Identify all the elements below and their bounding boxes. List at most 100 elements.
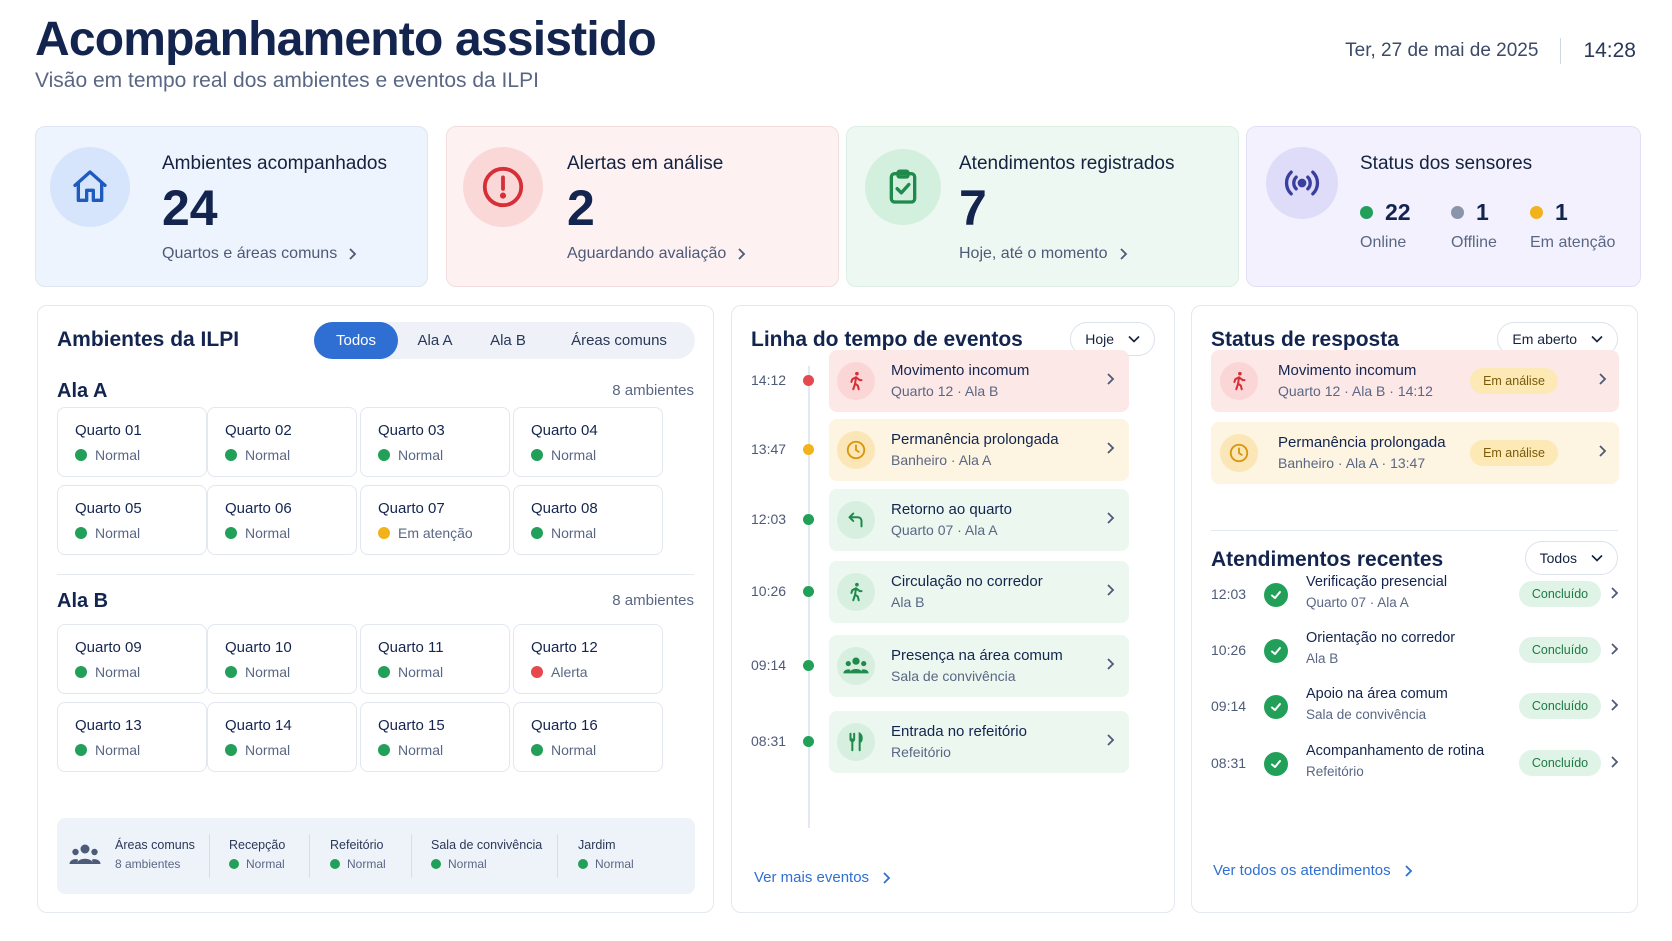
dropdown-value: Em aberto [1512,331,1577,347]
room-status: Em atenção [378,525,473,541]
stat-link[interactable]: Aguardando avaliação [567,245,746,263]
common-area-recepcao[interactable]: Recepção Normal [229,838,285,871]
stat-value: 2 [567,180,595,236]
filter-todos[interactable]: Todos [314,322,398,359]
common-area-jardim[interactable]: Jardim Normal [578,838,634,871]
room-status: Alerta [531,664,588,680]
chevron-right-icon [1599,445,1607,457]
filter-ala-b[interactable]: Ala B [490,332,526,349]
atendimentos-title: Atendimentos recentes [1211,548,1444,571]
status-dot [531,527,543,539]
status-dot [225,744,237,756]
common-areas-bar[interactable]: Áreas comuns 8 ambientes Recepção Normal… [57,818,695,894]
stat-card-sensores[interactable]: Status dos sensores 22 Online 1 Offline … [1246,126,1641,287]
stat-card-alertas[interactable]: Alertas em análise 2 Aguardando avaliaçã… [446,126,839,287]
room-status: Normal [378,664,443,680]
room-card[interactable]: Quarto 10 Normal [207,624,357,694]
timeline-event[interactable]: Circulação no corredor Ala B [829,561,1129,623]
room-name: Quarto 15 [378,717,445,734]
room-status-label: Normal [245,742,291,758]
signal-icon [1266,147,1338,219]
area-name: Refeitório [330,838,384,852]
event-time: 13:47 [751,441,787,457]
clock-icon [1220,434,1258,472]
room-name: Quarto 14 [225,717,292,734]
timeline-event[interactable]: Permanência prolongada Banheiro · Ala A [829,419,1129,481]
room-status-label: Normal [245,664,291,680]
atendimento-time: 12:03 [1211,586,1247,602]
stat-sub: Quartos e áreas comuns [162,245,338,262]
room-card[interactable]: Quarto 13 Normal [57,702,207,772]
common-area-refeitorio[interactable]: Refeitório Normal [330,838,386,871]
response-title: Movimento incomum [1278,362,1417,379]
stat-card-ambientes[interactable]: Ambientes acompanhados 24 Quartos e área… [35,126,428,287]
room-card[interactable]: Quarto 12 Alerta [513,624,663,694]
timeline-dot [803,660,814,671]
status-badge: Concluído [1519,693,1601,719]
room-status-label: Normal [398,664,444,680]
timeline-event[interactable]: Presença na área comum Sala de convivênc… [829,635,1129,697]
room-card[interactable]: Quarto 01 Normal [57,407,207,477]
room-card[interactable]: Quarto 14 Normal [207,702,357,772]
response-item[interactable]: Movimento incomum Quarto 12 · Ala B · 14… [1211,350,1619,412]
room-card[interactable]: Quarto 08 Normal [513,485,663,555]
atendimento-sub: Ala B [1306,651,1339,666]
common-areas-summary: Áreas comuns 8 ambientes [115,838,195,871]
status-dot [1530,206,1543,219]
stat-card-atendimentos[interactable]: Atendimentos registrados 7 Hoje, até o m… [846,126,1239,287]
sensor-online: 22 Online [1360,199,1411,252]
room-name: Quarto 13 [75,717,142,734]
event-time: 08:31 [751,733,787,749]
common-area-sala-convivencia[interactable]: Sala de convivência Normal [431,838,542,871]
stat-link[interactable]: Hoje, até o momento [959,245,1128,263]
status-dot [378,449,390,461]
return-arrow-icon [837,501,875,539]
sensor-value: 1 [1555,199,1568,225]
dropdown-value: Hoje [1085,331,1114,347]
room-card[interactable]: Quarto 04 Normal [513,407,663,477]
timeline-event[interactable]: Movimento incomum Quarto 12 · Ala B [829,350,1129,412]
room-card[interactable]: Quarto 05 Normal [57,485,207,555]
check-circle-icon [1264,752,1288,776]
area-status: Normal [246,857,285,871]
timeline-event[interactable]: Entrada no refeitório Refeitório [829,711,1129,773]
filter-areas-comuns[interactable]: Áreas comuns [571,332,667,349]
stat-sub: Aguardando avaliação [567,245,727,262]
chevron-right-icon [1611,699,1619,711]
room-card[interactable]: Quarto 09 Normal [57,624,207,694]
sensor-label: Online [1360,234,1407,251]
event-title: Circulação no corredor [891,573,1043,590]
atendimentos-filter-dropdown[interactable]: Todos [1524,541,1618,575]
room-name: Quarto 09 [75,639,142,656]
timeline-dot [803,736,814,747]
ala-a-title: Ala A [57,380,108,402]
sensor-value: 1 [1476,199,1489,225]
dropdown-value: Todos [1539,550,1577,566]
ver-mais-eventos-link[interactable]: Ver mais eventos [754,869,891,886]
room-status: Normal [75,664,140,680]
sensor-value: 22 [1385,199,1411,225]
event-time: 12:03 [751,511,787,527]
timeline-event[interactable]: Retorno ao quarto Quarto 07 · Ala A [829,489,1129,551]
status-dot [225,527,237,539]
room-card[interactable]: Quarto 06 Normal [207,485,357,555]
ver-todos-atendimentos-link[interactable]: Ver todos os atendimentos [1213,862,1413,879]
room-status-label: Normal [398,742,444,758]
room-status: Normal [225,742,290,758]
room-card[interactable]: Quarto 07 Em atenção [360,485,510,555]
stat-label: Alertas em análise [567,153,724,174]
check-circle-icon [1264,695,1288,719]
filter-ala-a[interactable]: Ala A [417,332,453,349]
room-card[interactable]: Quarto 15 Normal [360,702,510,772]
room-card[interactable]: Quarto 11 Normal [360,624,510,694]
response-item[interactable]: Permanência prolongada Banheiro · Ala A … [1211,422,1619,484]
room-card[interactable]: Quarto 02 Normal [207,407,357,477]
room-card[interactable]: Quarto 16 Normal [513,702,663,772]
atendimento-sub: Sala de convivência [1306,707,1427,722]
chevron-right-icon [1611,643,1619,655]
room-card[interactable]: Quarto 03 Normal [360,407,510,477]
chevron-down-icon [1128,335,1140,343]
stat-link[interactable]: Quartos e áreas comuns [162,245,357,263]
atendimento-sub: Refeitório [1306,764,1364,779]
room-status-label: Alerta [551,664,588,680]
